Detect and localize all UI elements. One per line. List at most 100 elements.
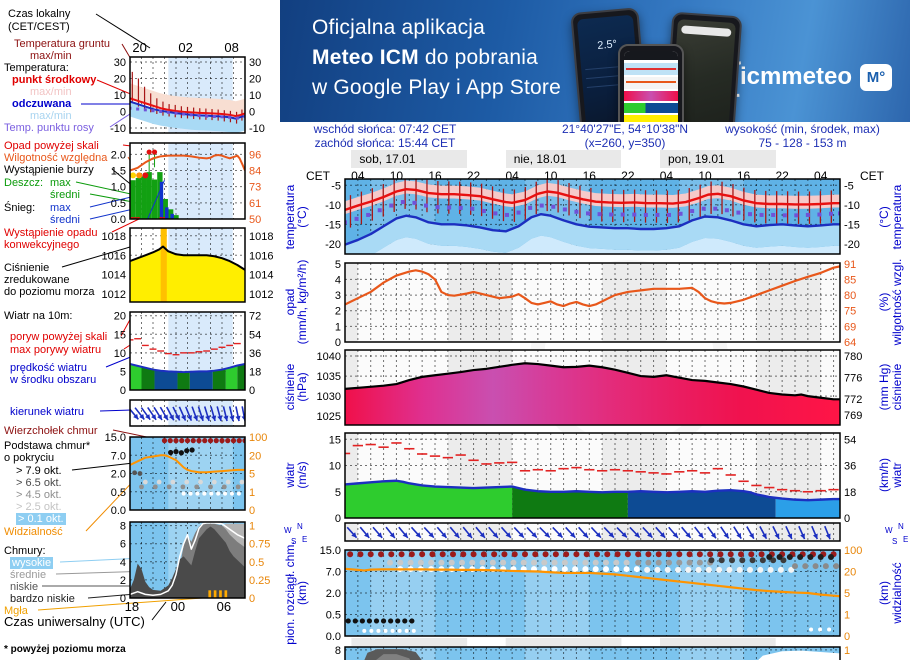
mini-hour-bottom-0: 18 xyxy=(125,599,139,614)
compass-n: N xyxy=(297,522,303,531)
mini-temp: 30 20 10 0 -10 30 20 10 0 -10 xyxy=(110,56,265,135)
main-wind-ltick-0: 15 xyxy=(329,434,341,446)
mini-wind-ltick-3: 5 xyxy=(120,366,126,378)
mini-cover-ltick-4: 0 xyxy=(120,593,126,605)
day-label-2: pon, 19.01 xyxy=(668,152,725,166)
raxis-unit-wind: (km/h) xyxy=(877,458,891,492)
main-rh-rtick-1: 85 xyxy=(844,274,856,286)
altitude-label: wysokość (min, środek, max) xyxy=(725,122,880,136)
legend-item-32: o pokryciu xyxy=(4,452,55,464)
main-wind-ltick-3: 0 xyxy=(335,513,341,525)
mini-temp-line xyxy=(130,97,245,118)
compass-w: W xyxy=(284,526,292,535)
mini-gust-dashes xyxy=(130,338,241,356)
mini-cloud-ltick-2: 2.0 xyxy=(111,469,126,481)
legend-item-16: Śnieg: xyxy=(4,202,36,214)
mini-cover: 8 6 4 2 0 1 0.75 0.5 0.25 0 xyxy=(120,521,271,605)
phone-mockup-meteogram xyxy=(618,44,684,122)
mini-temp-ltick-1: 20 xyxy=(114,73,126,85)
main-temp-rtick-3: -20 xyxy=(844,239,860,251)
mini-base-dark xyxy=(132,470,143,476)
main-rh: 5 4 3 2 1 0 91 85 80 75 69 64 xyxy=(335,259,856,349)
main-temp-rtick-2: -15 xyxy=(844,219,860,231)
wind-gust-dashes xyxy=(345,442,839,493)
mini-cover-rtick-1: 0.75 xyxy=(249,539,270,551)
mini-precip-rtick-1: 84 xyxy=(249,165,261,177)
legend-item-29: kierunek wiatru xyxy=(10,406,84,418)
main-cover-rtick-0: 1 xyxy=(844,645,850,657)
wind-speed-line xyxy=(345,479,840,502)
main-cloud: 15.0 7.0 2.0 0.5 0.0 100 20 5 1 0 xyxy=(320,545,863,643)
temp-line xyxy=(345,187,840,211)
main-wind-rtick-3: 0 xyxy=(844,513,850,525)
legend-sidebar: 20 02 08 18 00 06 30 20 10 0 -10 30 20 10 0 -10 2.0 1.5 1.… xyxy=(0,0,280,660)
legend-item-41: średnie xyxy=(10,569,47,581)
mini-visibility-line xyxy=(130,454,245,474)
day-band-0 xyxy=(351,150,468,168)
legend-item-8: max/min xyxy=(30,110,72,122)
legend-item-10: Opad powyżej skali xyxy=(4,140,99,152)
mini-wind: 20 15 10 5 0 72 54 36 18 0 xyxy=(114,311,262,397)
main-rh-ltick-5: 0 xyxy=(335,337,341,349)
mini-press-rtick-1: 1016 xyxy=(249,250,273,262)
compass-n: N xyxy=(898,522,904,531)
mini-cloud-rtick-3: 1 xyxy=(249,487,255,499)
mini-precip-ltick-2: 1.0 xyxy=(111,182,126,194)
mini-cloud: 15.0 7.0 2.0 0.5 0.0 100 20 5 1 0 xyxy=(105,432,268,517)
legend-item-20: konwekcyjnego xyxy=(4,239,80,251)
legend-item-5: punkt środkowy xyxy=(12,74,97,86)
main-rh-rtick-2: 80 xyxy=(844,290,856,302)
mini-base-gray xyxy=(139,484,241,490)
main-rh-rtick-5: 64 xyxy=(844,337,856,349)
mini-wind-rtick-1: 54 xyxy=(249,329,261,341)
legend-item-12: Wystąpienie burzy xyxy=(4,164,94,176)
cloud-base-light xyxy=(387,559,630,566)
legend-item-2: Temperatura gruntu xyxy=(14,38,110,50)
main-wind-rtick-0: 54 xyxy=(844,434,856,446)
wind-direction-arrows xyxy=(346,525,831,540)
mini-precip-ltick-4: 0.0 xyxy=(111,214,126,226)
banner-line2-rest: do pobrania xyxy=(418,46,538,69)
mini-precip-ltick-3: 0.5 xyxy=(111,198,126,210)
app-promo-banner[interactable]: Oficjalna aplikacja Meteo ICM do pobrani… xyxy=(280,0,910,122)
mini-precip-rtick-4: 50 xyxy=(249,214,261,226)
mini-base-light xyxy=(142,479,245,485)
legend-item-25: poryw powyżej skali xyxy=(10,331,108,343)
date-header: sob, 17.01 nie, 18.01 pon, 19.01 04 10 16 22 04… xyxy=(280,150,910,185)
mini-cover-rtick-0: 1 xyxy=(249,521,255,533)
banner-line1: Oficjalna aplikacja xyxy=(312,16,486,39)
compass-e: E xyxy=(903,535,909,544)
temp-maxmin-band xyxy=(345,180,840,215)
legend-item-19: Wystąpienie opadu xyxy=(4,227,98,239)
main-wind-ltick-1: 10 xyxy=(329,461,341,473)
mini-temp-rtick-0: 30 xyxy=(249,57,261,69)
main-gap-bands xyxy=(345,638,840,646)
cloud-white-right xyxy=(758,650,840,660)
mini-cloud-ltick-1: 7.0 xyxy=(111,450,126,462)
legend-item-26: max porywy wiatru xyxy=(10,344,102,356)
mini-wind-ltick-4: 0 xyxy=(120,385,126,397)
legend-item-31: Podstawa chmur* xyxy=(4,440,91,452)
legend-item-11: Wilgotność względna xyxy=(4,152,108,164)
mini-wind-rtick-2: 36 xyxy=(249,348,261,360)
mini-cover-ltick-2: 4 xyxy=(120,557,126,569)
axis-unit-cloud: (km) xyxy=(295,581,309,605)
legend-item-23: do poziomu morza xyxy=(4,286,95,298)
axis-unit-temp: (°C) xyxy=(295,206,309,228)
legend-item-9: Temp. punktu rosy xyxy=(4,122,94,134)
rain-stems xyxy=(148,154,156,173)
mini-pressure-area xyxy=(130,246,245,302)
mini-wind-ltick-1: 15 xyxy=(114,329,126,341)
legend-item-6: max/min xyxy=(30,86,72,98)
mini-wind-fill xyxy=(130,364,245,390)
main-press-ltick-2: 1030 xyxy=(317,391,341,403)
main-rh-ltick-1: 4 xyxy=(335,274,341,286)
axis-unit-wind: (m/s) xyxy=(295,461,309,489)
legend-item-1: (CET/CEST) xyxy=(8,21,70,33)
banner-brand: Meteo ICM xyxy=(312,46,419,69)
mini-press-rtick-2: 1014 xyxy=(249,270,273,282)
legend-item-4: Temperatura: xyxy=(4,62,69,74)
main-wind-rtick-2: 18 xyxy=(844,487,856,499)
legend-item-30: Wierzchołek chmur xyxy=(4,425,98,437)
